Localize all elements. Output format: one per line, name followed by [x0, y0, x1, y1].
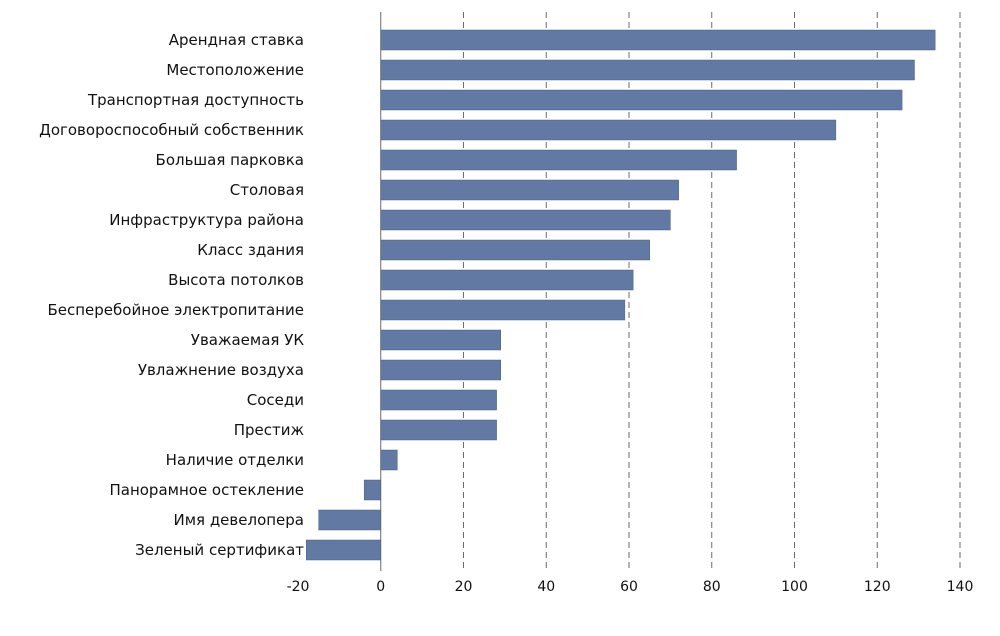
category-label: Класс здания: [197, 241, 304, 259]
bars: [306, 29, 936, 561]
bar: [380, 389, 497, 411]
x-tick-label: 80: [703, 579, 721, 595]
bar: [363, 479, 382, 501]
category-label: Столовая: [230, 181, 304, 199]
bar: [380, 209, 671, 231]
bar: [380, 29, 936, 51]
category-label: Панорамное остекление: [109, 481, 304, 499]
category-label: Инфраструктура района: [109, 211, 304, 229]
bar: [306, 539, 381, 561]
category-label: Имя девелопера: [173, 511, 304, 529]
x-tick-labels: -20 0 20 40 60 80 100 120 140: [287, 579, 974, 595]
category-label: Большая парковка: [156, 151, 304, 169]
x-tick-label: 140: [947, 579, 974, 595]
category-label: Увлажнение воздуха: [138, 361, 304, 379]
x-tick-label: 100: [781, 579, 808, 595]
category-label: Договороспособный собственник: [39, 121, 304, 139]
x-tick-label: 60: [620, 579, 638, 595]
bar: [380, 419, 497, 441]
bar: [380, 299, 626, 321]
category-label: Престиж: [234, 421, 304, 439]
x-tick-label: 40: [537, 579, 555, 595]
x-tick-label: 20: [455, 579, 473, 595]
category-label: Местоположение: [166, 61, 304, 79]
category-label: Высота потолков: [168, 271, 304, 289]
bar: [380, 239, 650, 261]
x-tick-label: 120: [864, 579, 891, 595]
category-label: Наличие отделки: [166, 451, 304, 469]
bar: [380, 149, 737, 171]
bar: [380, 89, 903, 111]
category-label: Арендная ставка: [169, 31, 304, 49]
bar: [380, 269, 634, 291]
bar: [380, 119, 837, 141]
bar: [380, 179, 679, 201]
category-label: Зеленый сертификат: [135, 541, 304, 559]
category-labels: Арендная ставка Местоположение Транспортна…: [39, 31, 304, 559]
x-tick-label: 0: [376, 579, 385, 595]
category-label: Уважаемая УК: [191, 331, 305, 349]
bar: [380, 59, 915, 81]
bar: [318, 509, 381, 531]
x-tick-label: -20: [287, 579, 310, 595]
bar: [380, 359, 501, 381]
category-label: Бесперебойное электропитание: [47, 301, 304, 319]
bar: [380, 329, 501, 351]
category-label: Соседи: [247, 391, 304, 409]
bar: [380, 449, 398, 471]
category-label: Транспортная доступность: [87, 91, 304, 109]
